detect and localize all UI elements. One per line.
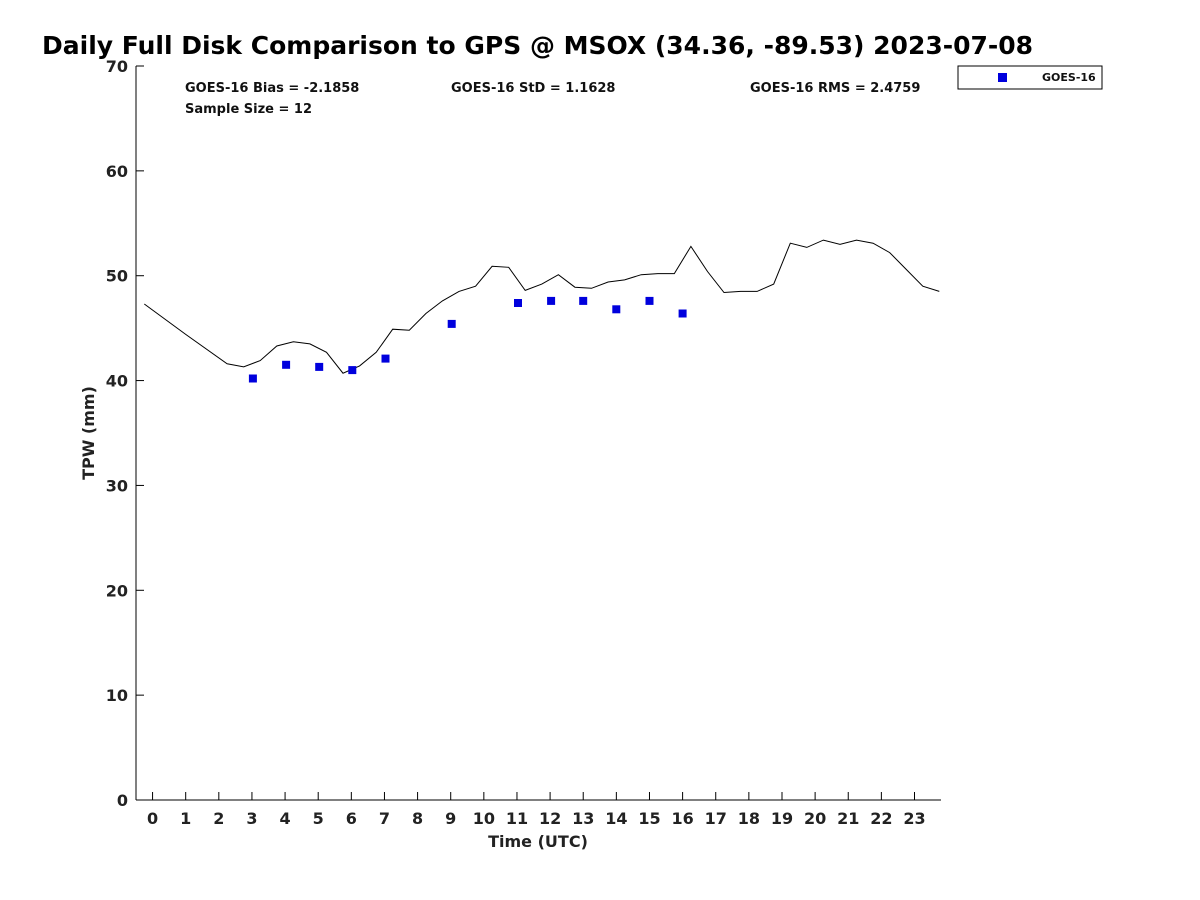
x-tick-label: 6: [346, 809, 357, 828]
goes-16-point: [248, 374, 257, 383]
goes-16-point: [348, 366, 357, 375]
legend-label: GOES-16: [1042, 71, 1096, 84]
plot-area: [135, 66, 941, 801]
goes-16-point: [282, 360, 291, 369]
y-tick-label: 70: [106, 57, 128, 76]
legend-marker-square: [998, 73, 1007, 82]
goes-16-series: [248, 296, 687, 383]
goes-16-point: [547, 296, 556, 305]
goes-16-point: [447, 319, 456, 328]
x-tick-label: 21: [837, 809, 859, 828]
x-axis-label: Time (UTC): [488, 832, 588, 851]
y-tick-label: 10: [106, 686, 128, 705]
x-tick-label: 13: [572, 809, 594, 828]
stat-std: GOES-16 StD = 1.1628: [451, 81, 615, 96]
x-tick-label: 18: [738, 809, 760, 828]
goes-16-point: [645, 296, 654, 305]
stat-bias: GOES-16 Bias = -2.1858: [185, 81, 359, 96]
x-axis-ticks: 0 1 2 3 4 5 6 7 8 9 10 11 12 13 14 15 16 17 18 19 20 21 22 23: [147, 792, 926, 828]
x-tick-label: 14: [605, 809, 627, 828]
x-tick-label: 23: [903, 809, 925, 828]
x-tick-label: 7: [379, 809, 390, 828]
x-tick-label: 20: [804, 809, 826, 828]
x-tick-label: 10: [473, 809, 495, 828]
y-tick-label: 60: [106, 162, 128, 181]
y-tick-label: 50: [106, 267, 128, 286]
y-tick-label: 20: [106, 581, 128, 600]
x-tick-label: 8: [412, 809, 423, 828]
x-tick-label: 2: [213, 809, 224, 828]
y-axis-label: TPW (mm): [79, 386, 98, 480]
goes-16-point: [514, 299, 522, 307]
stat-sample-size: Sample Size = 12: [185, 102, 312, 117]
x-tick-label: 9: [445, 809, 456, 828]
x-tick-label: 3: [246, 809, 257, 828]
chart-title: Daily Full Disk Comparison to GPS @ MSOX…: [42, 31, 1033, 60]
x-tick-label: 0: [147, 809, 158, 828]
x-tick-label: 19: [771, 809, 793, 828]
stat-rms: GOES-16 RMS = 2.4759: [750, 81, 920, 96]
x-tick-label: 1: [180, 809, 191, 828]
y-tick-label: 40: [106, 372, 128, 391]
legend-box: [957, 65, 1103, 90]
x-tick-label: 17: [705, 809, 727, 828]
goes-16-point: [678, 309, 687, 318]
goes-16-point: [612, 305, 621, 314]
legend: GOES-16: [957, 65, 1103, 90]
x-tick-label: 15: [638, 809, 660, 828]
y-axis-ticks: 0 10 20 30 40 50 60 70: [106, 57, 144, 810]
y-tick-label: 30: [106, 476, 128, 495]
goes-16-point: [579, 296, 588, 305]
goes-16-point: [381, 354, 390, 363]
x-tick-label: 5: [313, 809, 324, 828]
x-tick-label: 16: [671, 809, 693, 828]
gps-tpw-line: [144, 239, 940, 374]
x-tick-label: 4: [280, 809, 291, 828]
goes-16-point: [315, 362, 324, 371]
gps-line-series: [144, 239, 940, 374]
x-tick-label: 11: [506, 809, 528, 828]
y-tick-label: 0: [117, 791, 128, 810]
x-tick-label: 22: [870, 809, 892, 828]
x-tick-label: 12: [539, 809, 561, 828]
